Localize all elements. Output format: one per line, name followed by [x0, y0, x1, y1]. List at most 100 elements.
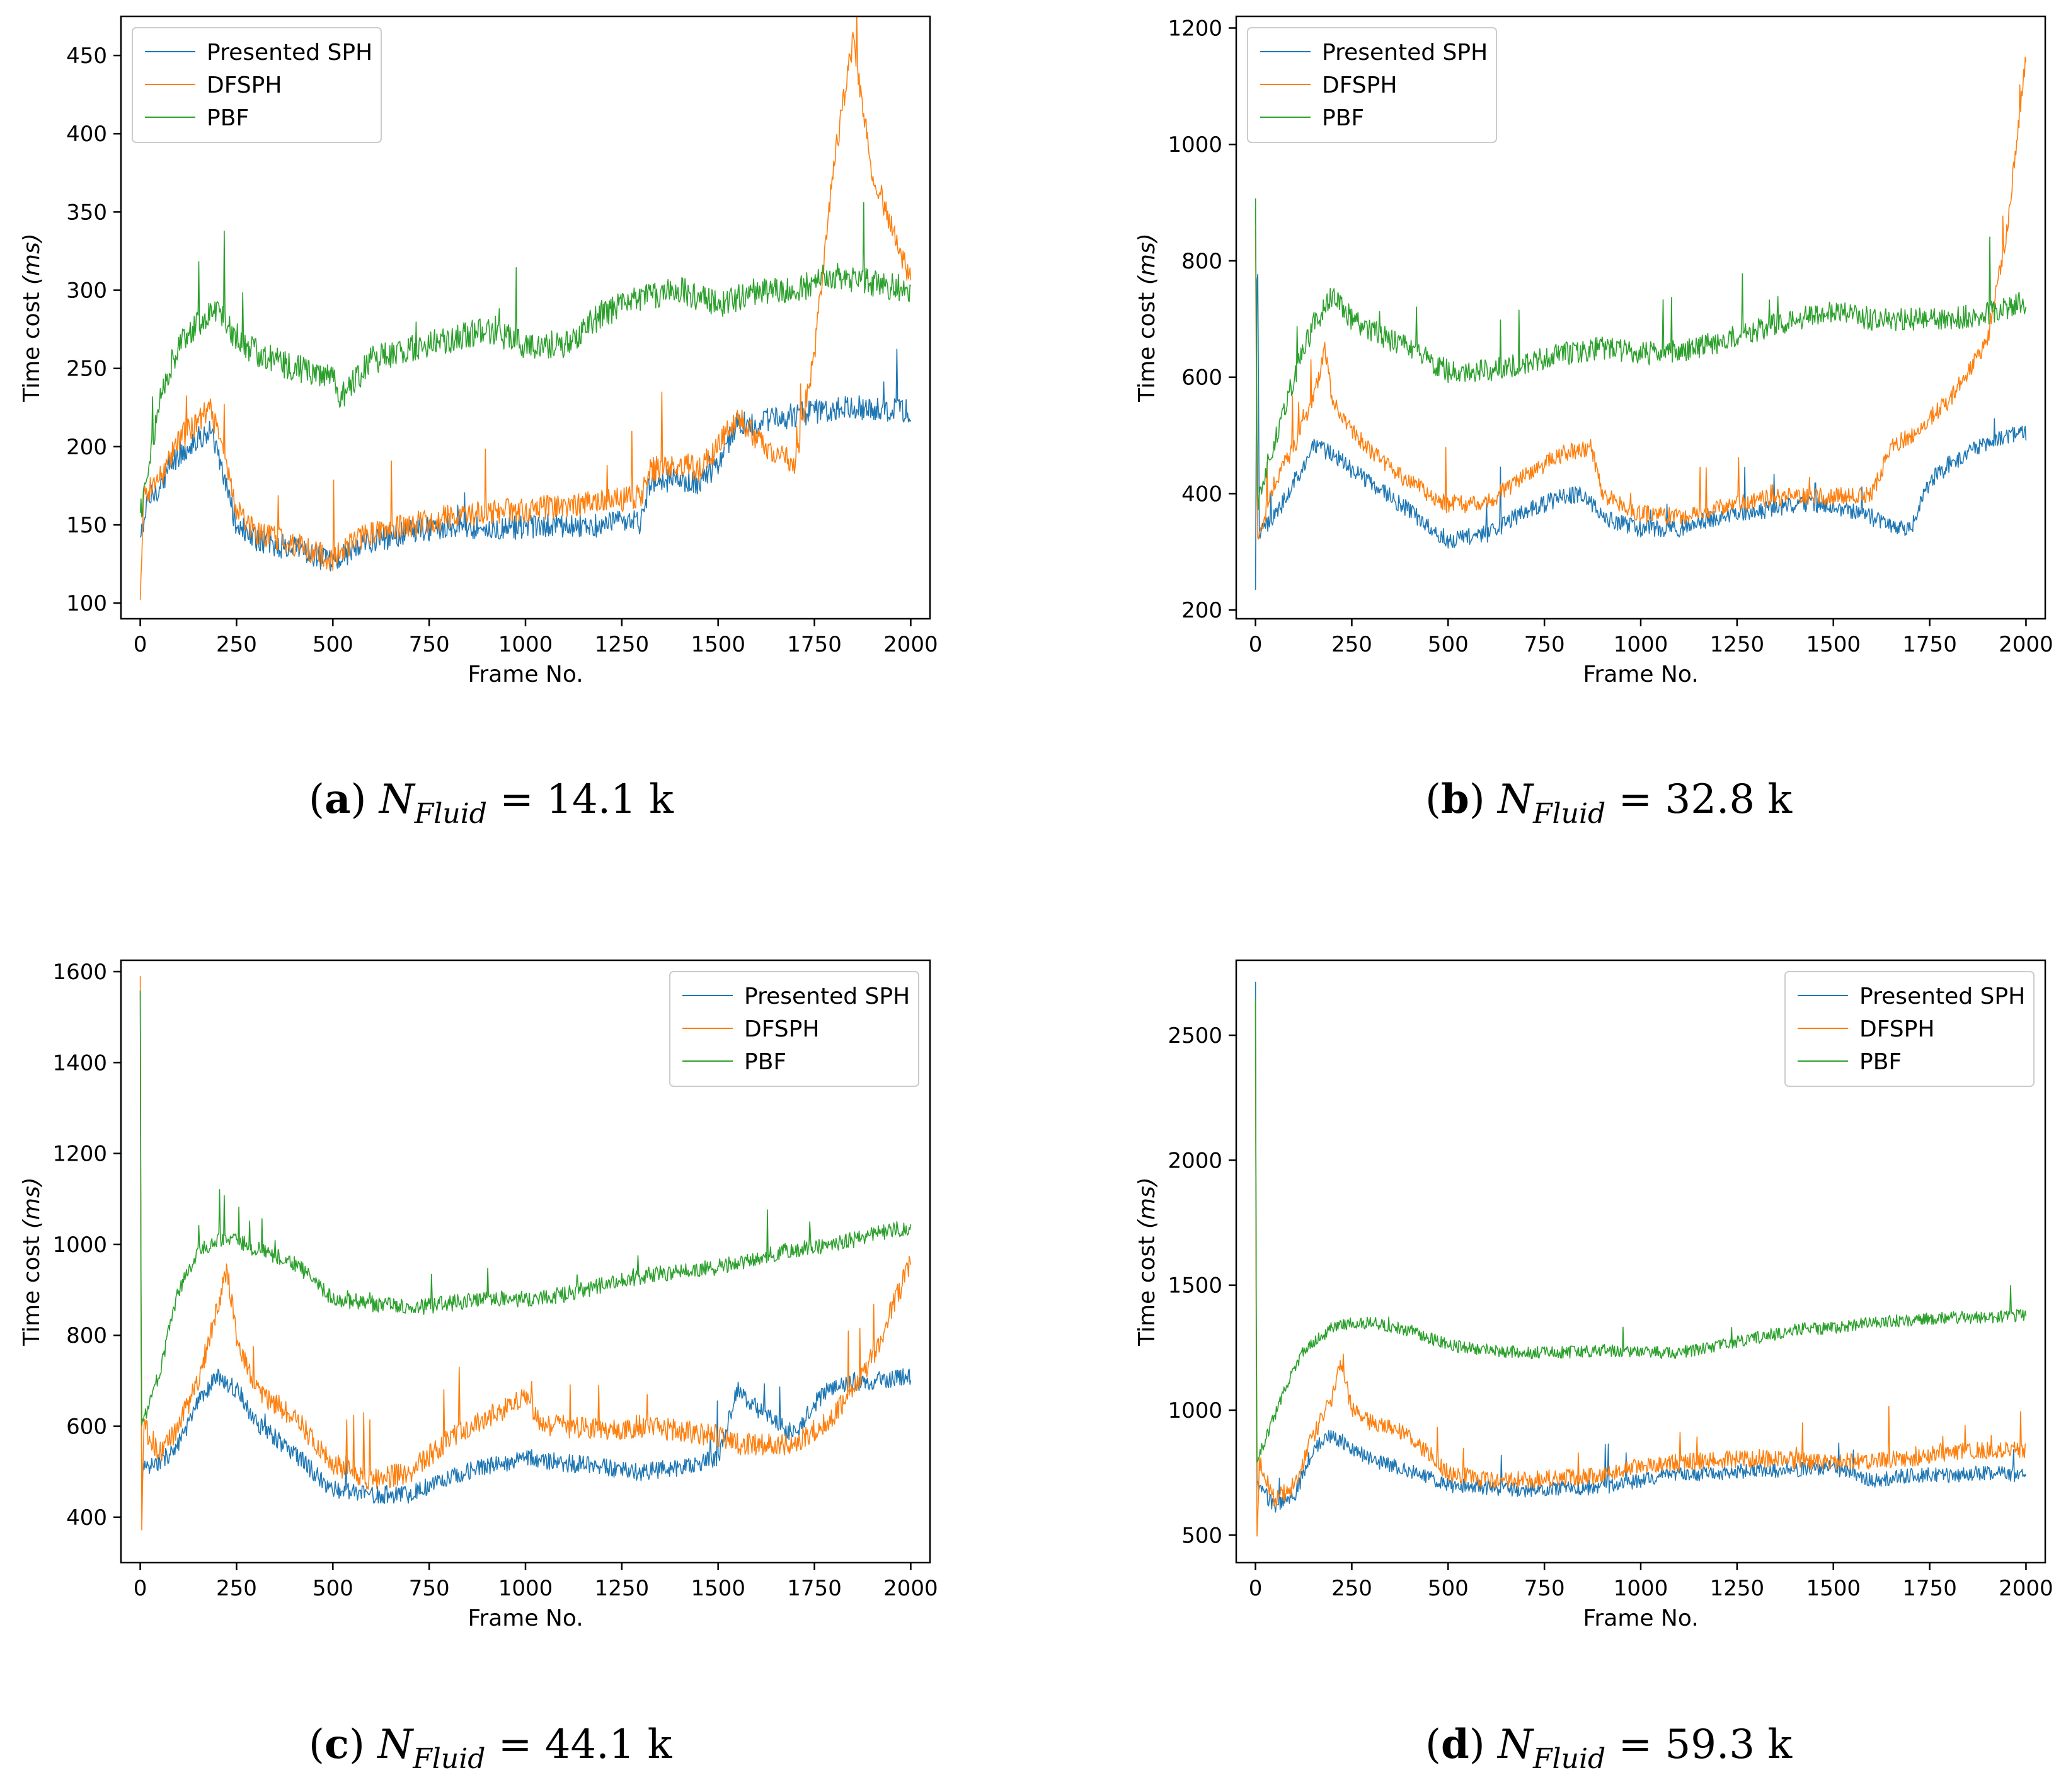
- legend-label: Presented SPH: [1859, 984, 2025, 1009]
- legend: Presented SPH DFSPH PBF: [669, 971, 919, 1087]
- y-tick-label: 400: [66, 1505, 107, 1531]
- chart-panel-c: 0 250 500 750 1000 1250 1500 1750 2000 400 600 800 1…: [19, 959, 938, 1775]
- x-tick-label: 2000: [883, 632, 938, 657]
- legend: Presented SPH DFSPH PBF: [132, 27, 382, 143]
- y-tick-label: 1500: [1168, 1273, 1222, 1299]
- y-axis-label: Time cost (ms): [1134, 233, 1160, 403]
- x-tick-label: 1750: [1902, 1576, 1957, 1601]
- plot-area: [1254, 56, 2027, 590]
- legend-label: DFSPH: [744, 1016, 819, 1042]
- panel-caption: (b) NFluid = 32.8 k: [1425, 776, 1793, 830]
- x-tick-label: 1000: [498, 632, 553, 657]
- y-tick-label: 1000: [1168, 1398, 1222, 1423]
- chart-panel-a: 0 250 500 750 1000 1250 1500 1750 2000 100 150 200 2…: [19, 15, 938, 830]
- plot-area: [139, 975, 912, 1531]
- x-tick-label: 750: [1524, 1576, 1565, 1601]
- y-axis-label: Time cost (ms): [19, 1177, 45, 1347]
- x-tick-label: 0: [1249, 632, 1263, 657]
- y-tick-label: 300: [66, 279, 107, 304]
- x-tick-label: 1000: [498, 1576, 553, 1601]
- series-line-dfsph: [1254, 56, 2027, 540]
- y-tick-label: 400: [1181, 481, 1222, 507]
- legend-label: Presented SPH: [744, 984, 910, 1009]
- series-line-presented-sph: [1254, 273, 2027, 590]
- legend-label: PBF: [1322, 105, 1364, 131]
- x-tick-label: 1250: [1710, 632, 1765, 657]
- y-tick-label: 100: [66, 591, 107, 616]
- legend-label: Presented SPH: [1322, 40, 1488, 66]
- y-tick-label: 600: [66, 1415, 107, 1440]
- x-tick-label: 250: [216, 1576, 257, 1601]
- series-line-pbf: [1254, 998, 2027, 1463]
- y-tick-label: 2500: [1168, 1023, 1222, 1048]
- y-tick-label: 1400: [52, 1050, 107, 1076]
- x-tick-label: 1500: [691, 632, 745, 657]
- x-tick-label: 750: [409, 1576, 450, 1601]
- y-tick-label: 150: [66, 513, 107, 538]
- x-tick-label: 2000: [883, 1576, 938, 1601]
- y-tick-label: 250: [66, 357, 107, 382]
- y-tick-label: 200: [66, 435, 107, 460]
- x-tick-label: 1500: [1806, 1576, 1861, 1601]
- y-tick-label: 600: [1181, 365, 1222, 391]
- x-axis-label: Frame No.: [1583, 1605, 1698, 1631]
- legend-label: DFSPH: [1859, 1016, 1934, 1042]
- y-tick-label: 500: [1181, 1523, 1222, 1548]
- series-line-pbf: [139, 202, 912, 518]
- x-axis-label: Frame No.: [1583, 662, 1698, 687]
- chart-panel-d: 0 250 500 750 1000 1250 1500 1750 2000 500 1000 150…: [1134, 959, 2053, 1775]
- plot-area: [139, 16, 912, 600]
- legend-label: Presented SPH: [207, 40, 372, 66]
- legend-box: [1784, 971, 2035, 1087]
- y-tick-label: 350: [66, 200, 107, 225]
- x-tick-label: 2000: [1999, 632, 2053, 657]
- x-tick-label: 1000: [1614, 1576, 1668, 1601]
- y-tick-label: 1600: [52, 960, 107, 985]
- x-tick-label: 0: [1249, 1576, 1263, 1601]
- x-tick-label: 750: [1524, 632, 1565, 657]
- legend-label: DFSPH: [207, 72, 282, 98]
- x-tick-label: 1500: [691, 1576, 745, 1601]
- series-line-dfsph: [1254, 1006, 2027, 1537]
- x-tick-label: 1750: [787, 1576, 842, 1601]
- y-tick-label: 200: [1181, 598, 1222, 623]
- x-tick-label: 500: [1428, 632, 1469, 657]
- x-tick-label: 2000: [1999, 1576, 2053, 1601]
- y-tick-label: 1000: [1168, 132, 1222, 158]
- x-tick-label: 250: [216, 632, 257, 657]
- legend-label: PBF: [744, 1049, 786, 1075]
- x-axis-label: Frame No.: [468, 1605, 583, 1631]
- x-tick-label: 1250: [1710, 1576, 1765, 1601]
- x-tick-label: 250: [1331, 1576, 1372, 1601]
- legend: Presented SPH DFSPH PBF: [1247, 27, 1497, 143]
- series-line-pbf: [139, 991, 912, 1427]
- x-tick-label: 500: [1428, 1576, 1469, 1601]
- y-tick-label: 2000: [1168, 1148, 1222, 1173]
- x-tick-label: 0: [134, 632, 147, 657]
- x-tick-label: 500: [313, 1576, 353, 1601]
- y-tick-label: 1200: [52, 1142, 107, 1167]
- plot-area: [1254, 981, 2027, 1537]
- chart-panel-b: 0 250 500 750 1000 1250 1500 1750 2000 200 400 600 8…: [1134, 15, 2053, 830]
- y-axis-label: Time cost (ms): [1134, 1177, 1160, 1347]
- legend-box: [132, 27, 382, 143]
- y-tick-label: 400: [66, 122, 107, 147]
- x-tick-label: 1250: [595, 632, 650, 657]
- panel-caption: (c) NFluid = 44.1 k: [309, 1721, 673, 1775]
- x-tick-label: 1750: [787, 632, 842, 657]
- x-tick-label: 1000: [1614, 632, 1668, 657]
- x-tick-label: 0: [134, 1576, 147, 1601]
- x-axis-label: Frame No.: [468, 662, 583, 687]
- legend-box: [669, 971, 919, 1087]
- y-tick-label: 450: [66, 43, 107, 69]
- x-tick-label: 500: [313, 632, 353, 657]
- legend-label: DFSPH: [1322, 72, 1397, 98]
- legend-label: PBF: [207, 105, 249, 131]
- y-axis-label: Time cost (ms): [19, 233, 45, 403]
- x-tick-label: 1750: [1902, 632, 1957, 657]
- y-tick-label: 1000: [52, 1232, 107, 1258]
- series-line-dfsph: [139, 16, 912, 600]
- panel-caption: (d) NFluid = 59.3 k: [1425, 1721, 1793, 1775]
- series-line-dfsph: [139, 975, 912, 1531]
